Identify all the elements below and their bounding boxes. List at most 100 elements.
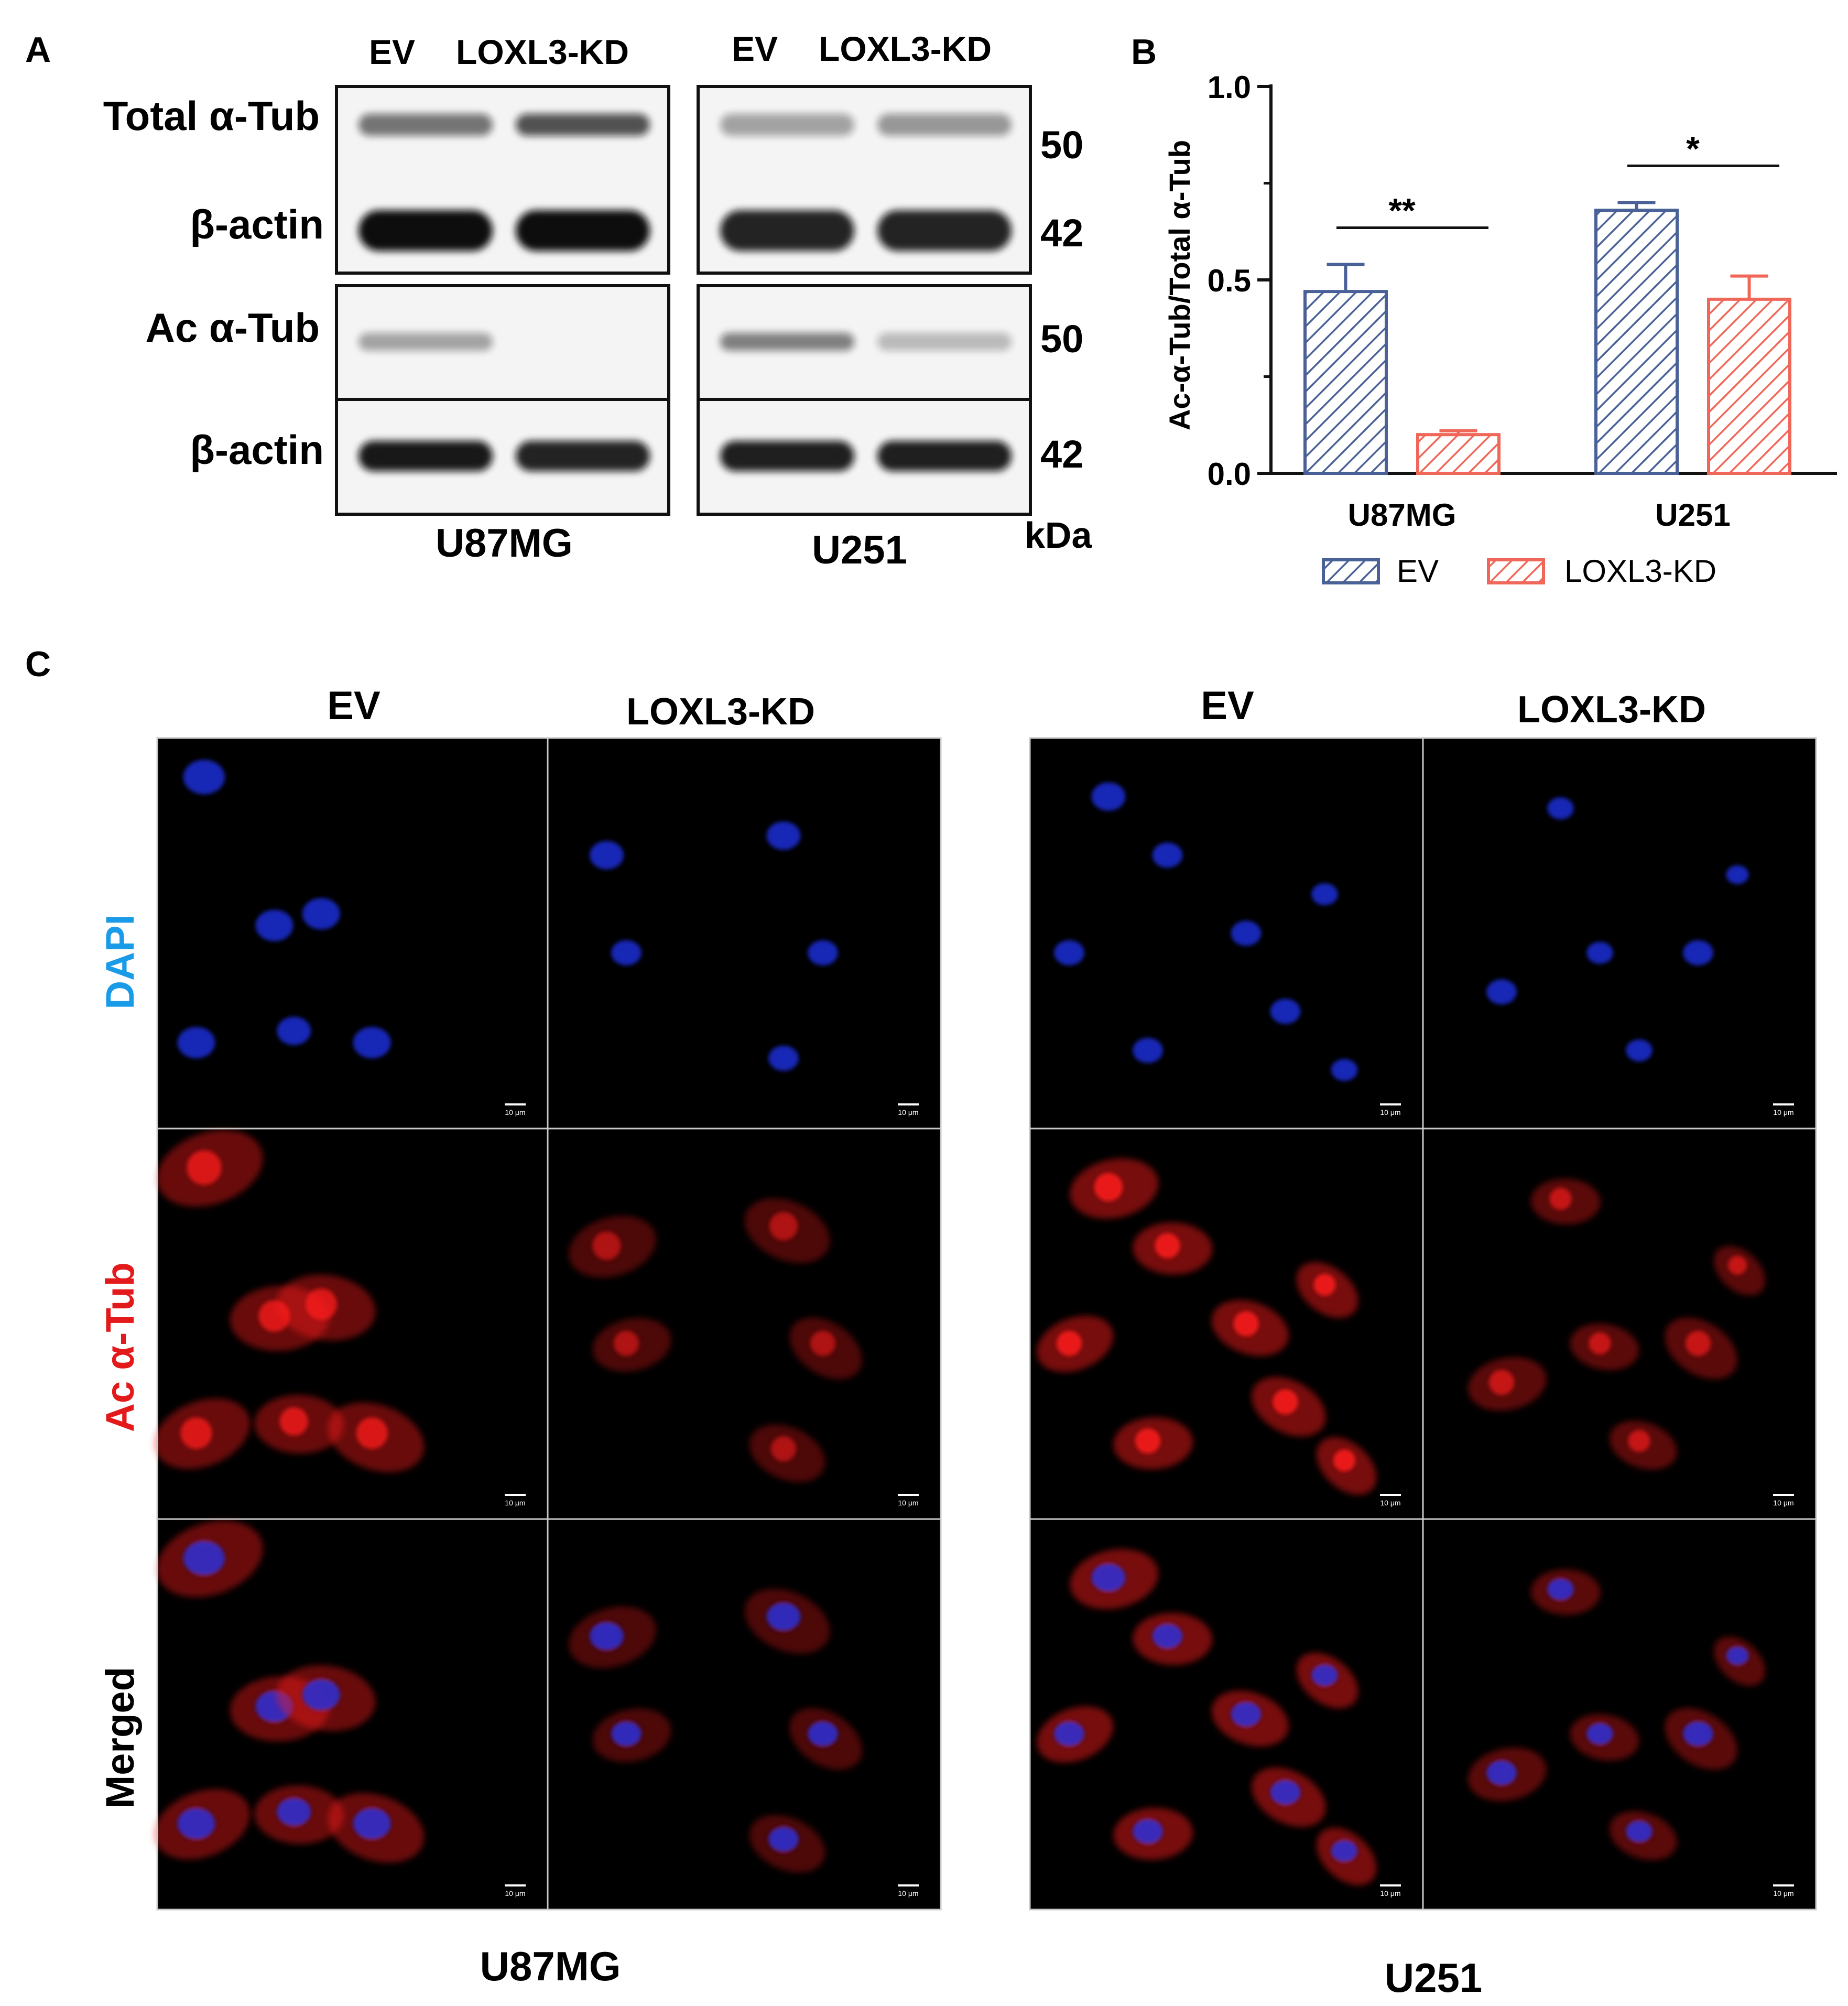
nucleus [1547, 797, 1574, 820]
nucleus [1486, 1760, 1517, 1786]
tubulin-core [1094, 1173, 1123, 1201]
nucleus [1486, 979, 1517, 1005]
blot-band-u251-total_tub-lane2 [877, 114, 1012, 136]
nucleus [1152, 1623, 1183, 1649]
micro-tile-u87-kd-dapi: 10 μm [547, 737, 942, 1130]
tubulin-core [279, 1407, 308, 1436]
blot-band-u251-actin_top-lane1 [720, 210, 854, 251]
nucleus [1133, 1819, 1163, 1844]
legend-label-kd: LOXL3-KD [1564, 554, 1716, 589]
scale-bar-label: 10 μm [505, 1108, 525, 1116]
nucleus [1311, 1664, 1338, 1686]
tubulin-core [187, 1150, 222, 1185]
scale-bar-label: 10 μm [1380, 1499, 1400, 1507]
nucleus [1152, 842, 1183, 868]
tubulin-core [1313, 1274, 1336, 1296]
bar-u251-ev [1594, 209, 1679, 475]
nucleus [808, 1721, 838, 1747]
blot-band-u87-actin_top-lane2 [516, 210, 650, 251]
nucleus [183, 760, 225, 795]
bar-u251-loxl3-kd [1707, 297, 1791, 475]
tubulin-core [1155, 1233, 1180, 1259]
nucleus [1683, 940, 1713, 966]
tubulin-core [769, 1212, 798, 1241]
blot-band-u87-actin_top-lane1 [358, 210, 493, 251]
nucleus [353, 1808, 391, 1840]
tubulin-core [305, 1288, 337, 1320]
nucleus [590, 1622, 624, 1651]
nucleus [353, 1027, 391, 1059]
nucleus [766, 821, 801, 850]
row-label-ac-tub: Ac α-Tub [146, 305, 320, 351]
blot-band-u87-actin_bottom-lane1 [358, 441, 493, 471]
scale-bar-label: 10 μm [898, 1499, 918, 1507]
tubulin-core [1686, 1330, 1711, 1356]
scale-bar-label: 10 μm [1380, 1889, 1400, 1897]
panel-a-letter: A [25, 30, 51, 70]
nucleus [590, 841, 624, 870]
nucleus [302, 898, 340, 930]
nucleus [1547, 1578, 1574, 1601]
nucleus [302, 1679, 340, 1711]
tubulin-core [1589, 1332, 1611, 1354]
scale-bar-label: 10 μm [1380, 1108, 1400, 1116]
scale-bar-label: 10 μm [898, 1108, 918, 1116]
panel-c-letter: C [25, 644, 51, 684]
error-bar [1327, 263, 1365, 292]
blot-u251-header-ev: EV [732, 29, 778, 68]
bar-chart: 0.0 0.5 1.0 Ac-α-Tub/Total α-Tub U87MG ** U251… [1163, 70, 1837, 589]
mw-42-top: 42 [1040, 211, 1083, 255]
nucleus [1231, 920, 1262, 946]
blot-u251-header-kd: LOXL3-KD [819, 29, 992, 68]
mw-50-top: 50 [1040, 123, 1083, 167]
micro-tile-u87-ev-dapi: 10 μm [156, 737, 549, 1130]
blot-u251-label: U251 [812, 528, 907, 572]
nucleus [183, 1541, 225, 1576]
micro-tile-u251-kd-merged: 10 μm [1422, 1518, 1817, 1911]
nucleus [277, 1797, 311, 1826]
micro-u251-header-kd: LOXL3-KD [1517, 689, 1706, 731]
scale-bar-label: 10 μm [1773, 1108, 1793, 1116]
blot-band-u87-total_tub-lane1 [358, 114, 493, 136]
tubulin-core [356, 1417, 388, 1449]
tubulin-core [1728, 1255, 1747, 1275]
legend-swatch-ev [1322, 558, 1380, 584]
micro-tile-u251-ev-merged: 10 μm [1029, 1518, 1424, 1911]
tubulin-core [1549, 1188, 1572, 1210]
nucleus [768, 1045, 799, 1071]
mw-unit-kda: kDa [1025, 515, 1092, 556]
nucleus [1270, 1780, 1301, 1805]
micro-tile-u87-kd-merged: 10 μm [547, 1518, 942, 1911]
scale-bar-label: 10 μm [505, 1889, 525, 1897]
micro-tile-u251-ev-tub: 10 μm [1029, 1127, 1424, 1520]
nucleus [1231, 1701, 1262, 1727]
blot-band-u87-ac_tub-lane1 [358, 333, 493, 351]
scale-bar-label: 10 μm [1773, 1889, 1793, 1897]
nucleus [1683, 1721, 1713, 1747]
tubulin-core [771, 1436, 796, 1461]
tubulin-core [1135, 1428, 1160, 1454]
x-category-label: U251 [1655, 497, 1730, 533]
nucleus [1054, 940, 1084, 966]
scale-bar-label: 10 μm [505, 1499, 525, 1507]
nucleus [808, 940, 838, 966]
row-label-beta-actin-top: β-actin [190, 201, 324, 247]
mw-42-bottom: 42 [1040, 432, 1083, 476]
nucleus [611, 940, 642, 966]
y-tick-label: 1.0 [1208, 70, 1251, 105]
micro-row-label-dapi: DAPI [98, 914, 143, 1010]
micro-row-label-merged: Merged [98, 1667, 143, 1808]
blot-band-u251-actin_bottom-lane2 [877, 441, 1012, 471]
micro-tile-u251-kd-tub: 10 μm [1422, 1127, 1817, 1520]
micro-u87-header-ev: EV [327, 684, 381, 728]
legend-label-ev: EV [1397, 554, 1439, 589]
nucleus [177, 1027, 215, 1059]
significance-marker: * [1686, 129, 1700, 168]
tubulin-core [1273, 1389, 1298, 1415]
tubulin-core [1233, 1311, 1259, 1337]
blot-band-u251-ac_tub-lane2 [877, 333, 1012, 351]
row-label-total-tub: Total α-Tub [103, 93, 320, 139]
nucleus [1091, 1563, 1126, 1592]
panel-b-letter: B [1131, 32, 1157, 72]
blot-band-u251-ac_tub-lane1 [720, 333, 854, 351]
